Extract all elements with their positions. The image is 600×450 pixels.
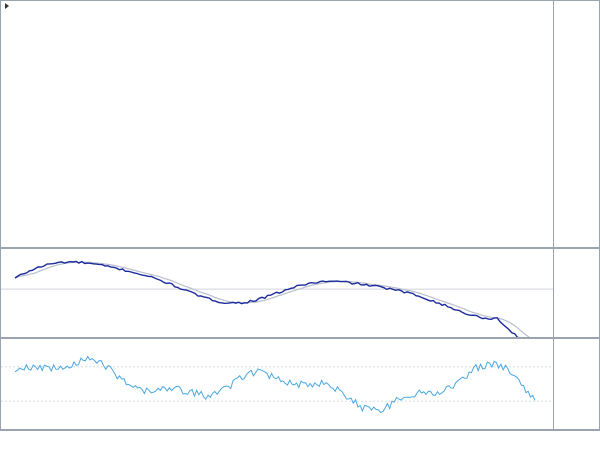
macd-panel[interactable] xyxy=(0,248,600,338)
collapse-triangle-icon[interactable] xyxy=(5,3,9,9)
rsi-plot-area[interactable] xyxy=(1,339,553,429)
time-axis xyxy=(0,430,600,450)
price-chart-svg xyxy=(1,1,553,247)
price-plot-area[interactable] xyxy=(1,1,553,247)
rsi-panel[interactable] xyxy=(0,338,600,430)
price-panel[interactable] xyxy=(0,0,600,248)
macd-value-axis xyxy=(553,249,599,337)
rsi-chart-svg xyxy=(1,355,553,413)
macd-plot-area[interactable] xyxy=(1,249,553,337)
macd-chart-svg xyxy=(1,260,553,337)
price-value-axis xyxy=(553,1,599,247)
rsi-value-axis xyxy=(553,339,599,429)
price-panel-header xyxy=(5,3,16,12)
